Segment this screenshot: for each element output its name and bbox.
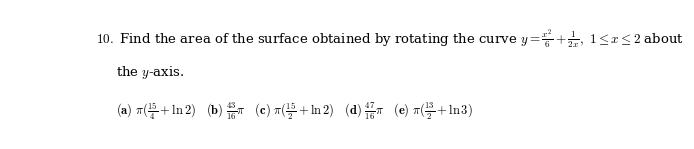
Text: $\mathbf{(a)}\ \pi(\frac{15}{4} + \ln 2)$$\quad \mathbf{(b)}\ \frac{43}{16}\pi$$: $\mathbf{(a)}\ \pi(\frac{15}{4} + \ln 2)… (117, 100, 473, 122)
Text: the $y$-axis.: the $y$-axis. (117, 64, 185, 81)
Text: $\mathbf{10.}$ Find the area of the surface obtained by rotating the curve $y = : $\mathbf{10.}$ Find the area of the surf… (96, 27, 684, 51)
